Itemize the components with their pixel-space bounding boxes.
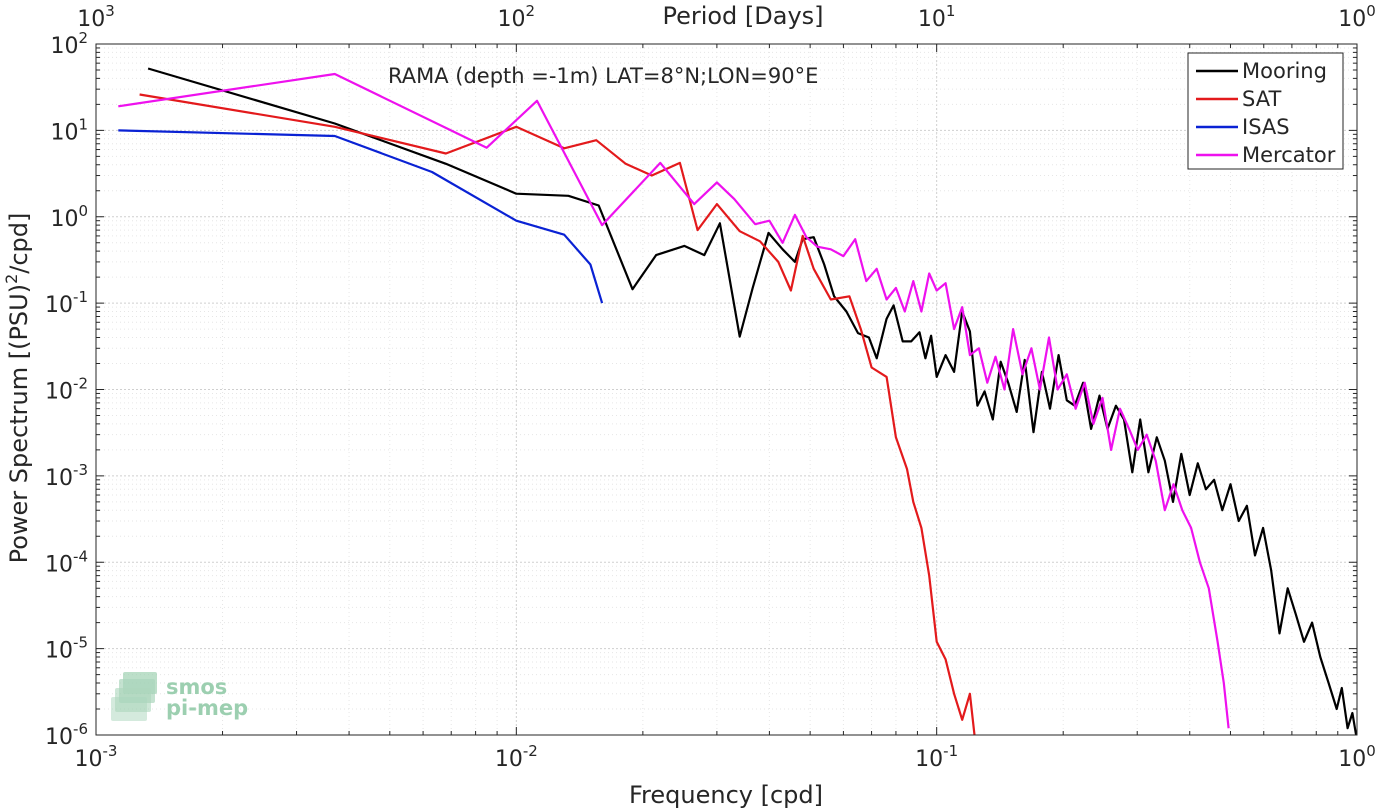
legend-box — [1187, 52, 1344, 170]
series-line-isas — [118, 129, 604, 304]
y-axis-title-tail: /cpd] — [5, 213, 33, 274]
legend-label-sat: SAT — [1242, 87, 1281, 111]
legend-label-mooring: Mooring — [1242, 59, 1327, 83]
legend: Mooring SAT ISAS Mercator — [1187, 52, 1344, 170]
y-tick-label: 10-1 — [45, 288, 88, 318]
y-tick-label: 10-2 — [45, 375, 88, 405]
logo-text-smos: smos — [166, 675, 227, 699]
legend-label-mercator: Mercator — [1242, 143, 1336, 167]
x-axis-title: Frequency [cpd] — [629, 781, 823, 809]
top-tick-label: 102 — [498, 2, 536, 32]
top-tick-label: 103 — [77, 2, 115, 32]
y-tick-label: 101 — [50, 115, 88, 145]
y-tick-label: 10-3 — [45, 461, 88, 491]
series-line-mercator — [118, 72, 1230, 729]
x-tick-label: 10-3 — [75, 742, 118, 772]
series-lines — [118, 67, 1358, 736]
y-tick-label: 10-4 — [45, 547, 88, 577]
top-tick-label: 100 — [1338, 2, 1376, 32]
y-tick-label: 10-6 — [45, 720, 88, 750]
y-axis-title-main: Power Spectrum [(PSU) — [5, 284, 33, 563]
logo-text-pi-mep: pi-mep — [166, 696, 248, 720]
legend-label-isas: ISAS — [1242, 115, 1290, 139]
top-tick-label: 101 — [918, 2, 956, 32]
chart-annotation: RAMA (depth =-1m) LAT=8°N;LON=90°E — [388, 64, 818, 88]
x-tick-label: 100 — [1338, 742, 1376, 772]
x-tick-label: 10-2 — [495, 742, 538, 772]
y-axis-title: Power Spectrum [(PSU)2/cpd] — [2, 213, 33, 564]
smos-pi-mep-logo: smos pi-mep — [111, 672, 248, 721]
grid — [96, 44, 1357, 735]
y-axis-title-superscript: 2 — [2, 274, 21, 284]
x-tick-label: 10-1 — [915, 742, 958, 772]
y-tick-label: 100 — [50, 202, 88, 232]
y-tick-label: 102 — [50, 29, 88, 59]
series-line-mooring — [147, 67, 1358, 736]
logo-icon — [111, 672, 157, 721]
top-axis-title: Period [Days] — [662, 2, 823, 30]
y-tick-label: 10-5 — [45, 634, 88, 664]
series-line-sat — [139, 93, 976, 736]
